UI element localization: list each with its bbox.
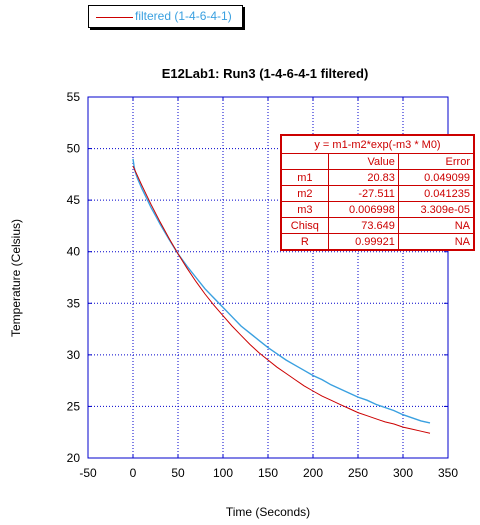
fit-param-error: 0.041235 [397, 185, 475, 202]
series-line-fit [132, 165, 431, 434]
fit-param-name: m1 [280, 169, 329, 186]
x-tick-label: 350 [438, 466, 458, 480]
fit-param-error: 0.049099 [397, 169, 475, 186]
x-tick-label: 250 [348, 466, 368, 480]
legend: filtered (1-4-6-4-1) [88, 5, 243, 28]
fit-header-row: Value Error [280, 153, 475, 170]
fit-row: Chisq 73.649 NA [280, 217, 475, 234]
y-tick-label: 35 [67, 296, 81, 310]
x-tick-label: -50 [79, 466, 97, 480]
y-tick-label: 50 [67, 142, 81, 156]
fit-row: m2 -27.511 0.041235 [280, 185, 475, 202]
x-axis-label: Time (Seconds) [225, 505, 311, 519]
y-tick-label: 40 [67, 245, 81, 259]
y-tick-label: 25 [67, 399, 81, 413]
fit-param-name: m3 [280, 201, 329, 218]
fit-param-name: m2 [280, 185, 329, 202]
fit-row: m3 0.006998 3.309e-05 [280, 201, 475, 218]
y-tick-label: 55 [67, 90, 81, 104]
y-tick-label: 20 [67, 451, 81, 465]
legend-label: filtered (1-4-6-4-1) [135, 9, 232, 23]
legend-swatch [96, 17, 133, 18]
fit-param-value: 0.006998 [327, 201, 399, 218]
x-tick-label: 200 [303, 466, 323, 480]
fit-param-value: -27.511 [327, 185, 399, 202]
fit-row: R 0.99921 NA [280, 233, 475, 251]
fit-row: m1 20.83 0.049099 [280, 169, 475, 186]
fit-param-value: 0.99921 [327, 233, 399, 251]
fit-results-table: y = m1-m2*exp(-m3 * M0) Value Error m1 2… [280, 134, 475, 251]
fit-header-cell [280, 153, 329, 170]
x-tick-label: 150 [258, 466, 278, 480]
x-tick-label: 100 [213, 466, 233, 480]
fit-param-error: 3.309e-05 [397, 201, 475, 218]
y-tick-label: 30 [67, 348, 81, 362]
x-tick-label: 50 [171, 466, 185, 480]
x-tick-label: 300 [393, 466, 413, 480]
fit-equation-row: y = m1-m2*exp(-m3 * M0) [280, 134, 475, 154]
fit-param-value: 73.649 [327, 217, 399, 234]
fit-param-error: NA [397, 217, 475, 234]
fit-equation: y = m1-m2*exp(-m3 * M0) [280, 134, 475, 154]
series-line-filtered [132, 158, 431, 424]
fit-param-error: NA [397, 233, 475, 251]
fit-header-cell: Error [397, 153, 475, 170]
fit-param-name: R [280, 233, 329, 251]
fit-param-name: Chisq [280, 217, 329, 234]
fit-param-value: 20.83 [327, 169, 399, 186]
fit-header-cell: Value [327, 153, 399, 170]
x-tick-label: 0 [130, 466, 137, 480]
chart-title: E12Lab1: Run3 (1-4-6-4-1 filtered) [161, 66, 369, 81]
y-tick-label: 45 [67, 193, 81, 207]
